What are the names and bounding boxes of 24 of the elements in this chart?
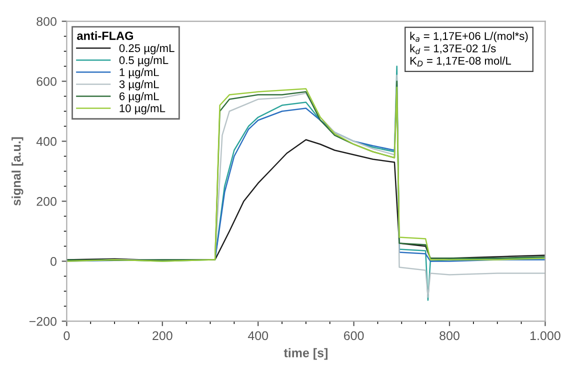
x-tick-label: 600 — [344, 331, 364, 340]
x-tick-label: 0 — [64, 331, 70, 340]
y-tick-label: −200 — [29, 317, 56, 326]
x-tick-label: 400 — [248, 331, 268, 340]
legend-label: 0.5 µg/mL — [119, 56, 168, 66]
x-tick-label: 800 — [440, 331, 460, 340]
x-axis-title: time [s] — [284, 348, 328, 360]
y-tick-label: 200 — [36, 197, 56, 206]
legend-label: 6 µg/mL — [119, 92, 159, 102]
legend-label: 3 µg/mL — [119, 80, 159, 90]
annotation: k$_{d}$ = 1,37E-02 1/s — [410, 44, 496, 54]
legend-title: anti-FLAG — [77, 31, 134, 40]
y-tick-label: 600 — [36, 77, 56, 86]
x-tick-label: 1.000 — [530, 331, 560, 340]
y-axis-title: signal [a.u.] — [12, 137, 24, 206]
y-tick-label: 800 — [36, 17, 56, 26]
x-tick-label: 200 — [152, 331, 172, 340]
y-tick-label: 0 — [50, 257, 56, 266]
legend-label: 10 µg/mL — [120, 104, 166, 114]
legend-label: 0.25 µg/mL — [119, 44, 174, 54]
annotation: K$_{D}$ = 1,17E-08 mol/L — [410, 56, 512, 66]
annotation: k$_{a}$ = 1,17E+06 L/(mol*s) — [410, 32, 528, 42]
legend-label: 1 µg/mL — [120, 68, 159, 78]
y-tick-label: 400 — [36, 137, 56, 146]
